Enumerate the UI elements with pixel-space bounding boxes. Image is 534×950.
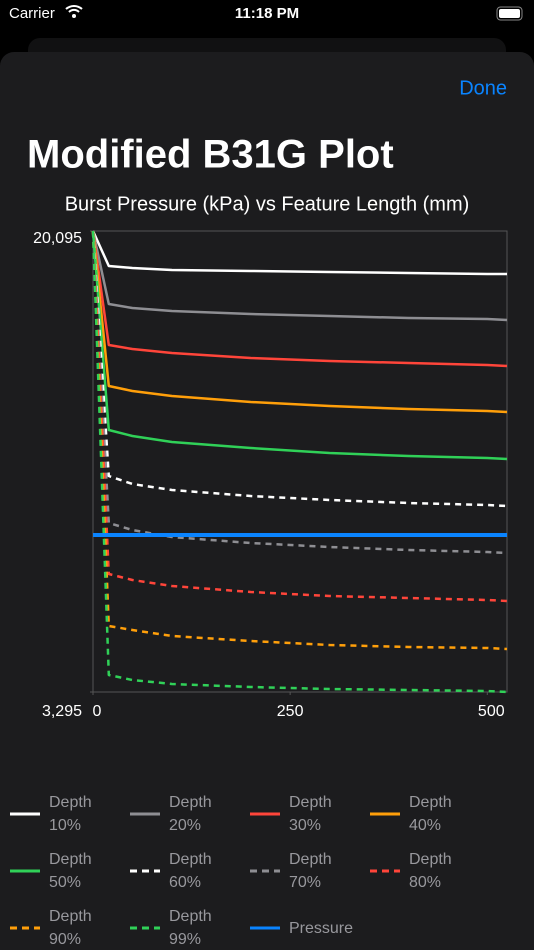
carrier: Carrier (9, 5, 55, 22)
x-tick-label: 0 (93, 703, 102, 720)
legend-swatch (130, 869, 160, 873)
legend-label: Depth 50% (49, 851, 92, 891)
legend-item: Depth 30% (242, 791, 349, 837)
legend-label: Depth 70% (289, 851, 332, 891)
legend-item: Depth 90% (2, 905, 109, 950)
wifi-icon (65, 5, 83, 13)
series-line (91, 230, 508, 555)
legend-item: Depth 50% (2, 848, 109, 894)
series-line (91, 230, 508, 461)
legend-item: Depth 60% (122, 848, 229, 894)
series-line (91, 230, 508, 368)
done-button[interactable]: Done (459, 77, 507, 99)
legend-label: Depth 40% (409, 794, 452, 834)
legend-label: Depth 60% (169, 851, 212, 891)
legend-swatch (250, 812, 280, 816)
time: 11:18 PM (235, 5, 299, 22)
legend-label: Depth 10% (49, 794, 92, 834)
series-line (91, 230, 508, 651)
series-line (91, 230, 508, 694)
legend-item: Depth 80% (362, 848, 469, 894)
legend-label: Pressure (289, 919, 354, 937)
wifi-dot (72, 14, 76, 18)
series-line (91, 230, 507, 276)
legend-item: Depth 20% (122, 791, 229, 837)
legend-label: Depth 99% (169, 908, 212, 948)
legend-label: Depth 30% (289, 794, 332, 834)
legend-swatch (10, 812, 40, 816)
legend-swatch (130, 926, 160, 930)
y-tick-label: 3,295 (42, 703, 82, 720)
legend-swatch (130, 812, 160, 816)
chart-title: Burst Pressure (kPa) vs Feature Length (… (65, 193, 470, 215)
sheet (0, 52, 534, 950)
series-line (91, 230, 508, 414)
legend-swatch (250, 926, 280, 930)
legend-item: Depth 40% (362, 791, 469, 837)
y-tick-label: 20,095 (33, 230, 82, 247)
series-line (91, 230, 508, 603)
legend-swatch (370, 812, 400, 816)
legend-swatch (370, 869, 400, 873)
legend-item: Depth 70% (242, 848, 349, 894)
legend-label: Depth 90% (49, 908, 92, 948)
legend-swatch (10, 869, 40, 873)
legend-item: Pressure (242, 905, 379, 950)
series-line (91, 230, 508, 508)
battery-level (499, 9, 520, 18)
legend-label: Depth 20% (169, 794, 212, 834)
battery (496, 6, 523, 21)
legend-item: Depth 99% (122, 905, 229, 950)
x-tick-label: 500 (478, 703, 505, 720)
legend-swatch (250, 869, 280, 873)
x-tick-label: 250 (277, 703, 304, 720)
legend-label: Depth 80% (409, 851, 452, 891)
series-line (91, 230, 508, 322)
legend-item: Depth 10% (2, 791, 109, 837)
page-title: Modified B31G Plot (27, 133, 394, 177)
plot-frame (92, 230, 508, 693)
legend-swatch (10, 926, 40, 930)
